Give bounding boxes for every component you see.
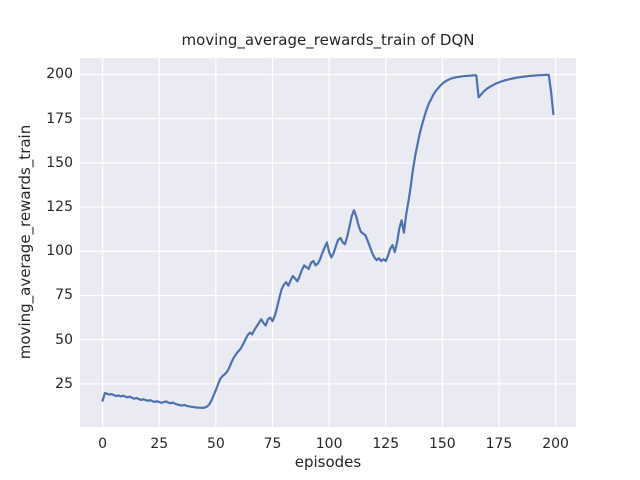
- y-tick-label: 150: [46, 154, 73, 171]
- y-tick-label: 50: [55, 331, 73, 348]
- x-tick-label: 50: [206, 436, 225, 452]
- y-axis-label-text: moving_average_rewards_train: [16, 124, 34, 360]
- x-axis-label: episodes: [294, 453, 362, 471]
- x-tick-label: 200: [542, 436, 569, 452]
- reward-line-series: [101, 73, 555, 409]
- y-tick-label: 75: [55, 287, 73, 304]
- x-tick-label: 150: [428, 436, 456, 452]
- x-tick-label: 25: [150, 436, 169, 452]
- y-tick-label: 125: [46, 199, 73, 216]
- x-tick-label: 125: [372, 436, 400, 452]
- x-tick-label: 100: [315, 436, 343, 452]
- x-tick-label: 0: [98, 436, 108, 452]
- y-tick-label: 175: [46, 110, 73, 127]
- chart-title: moving_average_rewards_train of DQN: [181, 31, 475, 49]
- y-tick-label: 25: [55, 375, 73, 392]
- x-tick-label: 175: [485, 436, 513, 452]
- y-tick-label: 100: [46, 243, 73, 260]
- x-tick-label: 75: [263, 436, 282, 452]
- y-tick-label: 200: [46, 66, 73, 83]
